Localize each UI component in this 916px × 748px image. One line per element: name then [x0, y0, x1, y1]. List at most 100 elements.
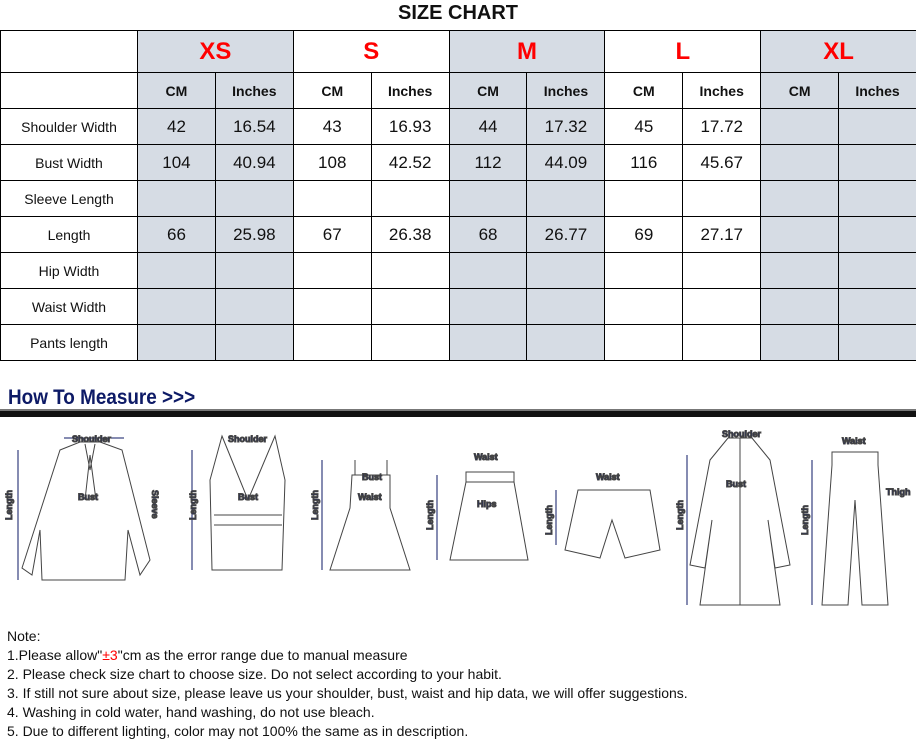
- pants-illustration: Length Waist Thigh: [800, 436, 911, 606]
- measurement-cell: [682, 252, 762, 289]
- measurement-cell: 26.77: [526, 216, 606, 253]
- measurement-cell: 26.38: [370, 216, 450, 253]
- measurement-cell: 45: [604, 108, 684, 145]
- row-label: Pants length: [0, 324, 138, 361]
- measurement-cell: [760, 216, 840, 253]
- note-5: 5. Due to different lighting, color may …: [7, 723, 469, 739]
- how-to-measure-heading: How To Measure >>>: [8, 386, 196, 409]
- svg-text:Length: Length: [188, 490, 198, 520]
- row-label: Bust Width: [0, 144, 138, 181]
- svg-text:Length: Length: [310, 490, 320, 520]
- svg-text:Waist: Waist: [596, 472, 620, 482]
- measurement-cell: 66: [137, 216, 216, 253]
- measurement-cell: [137, 180, 216, 217]
- measurement-cell: [292, 180, 372, 217]
- error-range: ±3: [102, 647, 118, 663]
- row-label: Hip Width: [0, 252, 138, 289]
- measurement-cell: [214, 324, 294, 361]
- size-chart-table: XS S M L XL CM Inches CM Inches CM Inches CM Inches C…: [0, 30, 916, 361]
- unit-header: Inches: [370, 72, 450, 109]
- length-label: Length: [4, 490, 14, 520]
- table-row: Shoulder Width 42 16.54 43 16.93 44 17.32 45 17.…: [0, 108, 916, 145]
- table-row: Length 66 25.98 67 26.38 68 26.77 69 27.17: [0, 216, 916, 253]
- dress-illustration: Length Bust Waist: [310, 460, 411, 571]
- measurement-cell: [370, 288, 450, 325]
- measurement-cell: [682, 180, 762, 217]
- measurement-cell: [137, 288, 216, 325]
- measurement-cell: [292, 288, 372, 325]
- size-chart-title: SIZE CHART: [398, 2, 518, 24]
- measurement-cell: 42.52: [370, 144, 450, 181]
- measurement-cell: [370, 324, 450, 361]
- corner-cell: [0, 30, 138, 73]
- measurement-cell: [838, 216, 916, 253]
- coat-illustration: Length Shoulder Bust: [675, 429, 791, 606]
- svg-text:Waist: Waist: [358, 492, 382, 502]
- measurement-cell: [604, 324, 684, 361]
- measurement-cell: 69: [604, 216, 684, 253]
- table-row: Waist Width: [0, 288, 916, 325]
- measurement-cell: [292, 324, 372, 361]
- shorts-illustration: Length Waist: [544, 472, 661, 559]
- size-header-xs: XS: [137, 30, 294, 73]
- notes-heading: Note:: [7, 628, 41, 644]
- svg-text:Length: Length: [675, 500, 685, 530]
- measurement-cell: 16.54: [214, 108, 294, 145]
- skirt-illustration: Length Waist Hips: [425, 452, 529, 561]
- measurement-cell: [604, 180, 684, 217]
- measurement-cell: 68: [448, 216, 528, 253]
- table-row: Pants length: [0, 324, 916, 361]
- measurement-cell: [760, 324, 840, 361]
- svg-text:Length: Length: [425, 500, 435, 530]
- measurement-cell: [214, 180, 294, 217]
- measurement-cell: [292, 252, 372, 289]
- measurement-cell: [370, 252, 450, 289]
- measurement-cell: [526, 324, 606, 361]
- measurement-cell: 112: [448, 144, 528, 181]
- row-label: Sleeve Length: [0, 180, 138, 217]
- note-4: 4. Washing in cold water, hand washing, …: [7, 704, 375, 720]
- measurement-cell: [137, 252, 216, 289]
- measurement-cell: 16.93: [370, 108, 450, 145]
- measurement-cell: [214, 288, 294, 325]
- measurement-cell: [682, 288, 762, 325]
- measurement-cell: [838, 180, 916, 217]
- note-2: 2. Please check size chart to choose siz…: [7, 666, 502, 682]
- row-label: Waist Width: [0, 288, 138, 325]
- measurement-cell: [448, 252, 528, 289]
- measurement-cell: [526, 288, 606, 325]
- size-header-l: L: [604, 30, 762, 73]
- svg-text:Bust: Bust: [726, 479, 746, 489]
- svg-text:Hips: Hips: [477, 499, 497, 509]
- measurement-cell: [604, 252, 684, 289]
- measurement-cell: 17.32: [526, 108, 606, 145]
- measurement-cell: [370, 180, 450, 217]
- table-row: Sleeve Length: [0, 180, 916, 217]
- unit-header: Inches: [838, 72, 916, 109]
- corner-cell: [0, 72, 138, 109]
- measurement-cell: [760, 180, 840, 217]
- svg-text:Length: Length: [544, 505, 554, 535]
- measurement-cell: [526, 180, 606, 217]
- measurement-cell: 43: [292, 108, 372, 145]
- size-header-xl: XL: [760, 30, 916, 73]
- notes: Note: 1.Please allow"±3"cm as the error …: [7, 627, 688, 741]
- measurement-cell: [838, 108, 916, 145]
- shoulder-label: Shoulder: [72, 434, 111, 444]
- measurement-cell: [214, 252, 294, 289]
- measurement-cell: 108: [292, 144, 372, 181]
- measurement-cell: [448, 180, 528, 217]
- how-to-measure-illustrations: Length Shoulder Bust Sleeve Length Shoul…: [4, 429, 911, 606]
- measurement-cell: 116: [604, 144, 684, 181]
- unit-header: Inches: [526, 72, 606, 109]
- measurement-cell: [760, 288, 840, 325]
- row-label: Shoulder Width: [0, 108, 138, 145]
- measurement-cell: 44: [448, 108, 528, 145]
- unit-header: CM: [292, 72, 372, 109]
- unit-header: Inches: [682, 72, 762, 109]
- size-header-s: S: [292, 30, 450, 73]
- unit-header: Inches: [214, 72, 294, 109]
- measurement-cell: 25.98: [214, 216, 294, 253]
- measurement-cell: [838, 324, 916, 361]
- measurement-cell: [838, 144, 916, 181]
